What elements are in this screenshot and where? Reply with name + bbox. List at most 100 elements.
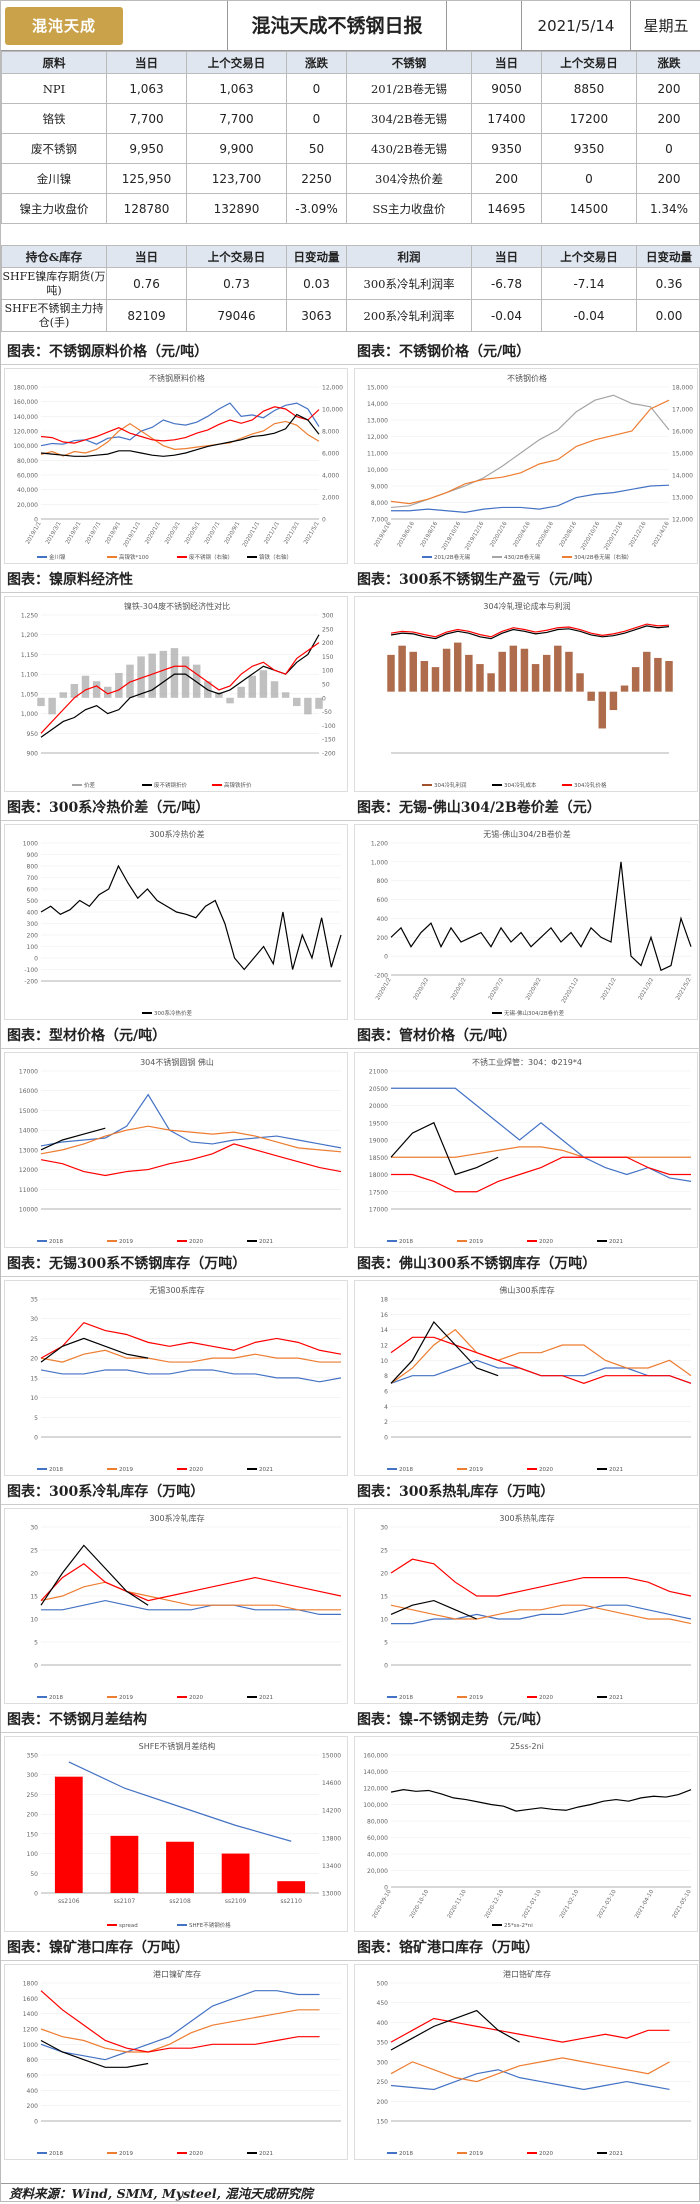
x-tick-label: ss2108 [169,1898,191,1905]
y-tick-label: 10 [380,1358,388,1365]
area-bar [587,692,594,701]
cell: -0.04 [542,300,637,332]
legend-label: 2018 [49,1467,63,1473]
chart-section-title: 图表：300系冷轧库存（万吨） [1,1479,351,1505]
y-tick-label: 10 [380,1617,388,1624]
x-tick-label: 2019/5/1 [65,521,83,545]
y-tick-label: -100 [24,967,38,974]
y-tick-label: 30 [380,1525,388,1532]
cell: 废不锈钢 [2,134,107,164]
y-tick-label: 1,000 [21,711,38,718]
x-tick-label: 2021/1/1 [263,521,281,545]
chart-section-title: 图表：铬矿港口库存（万吨） [351,1935,700,1961]
series-line [391,1790,691,1811]
area-bar [565,652,572,692]
y2-tick-label: -200 [322,751,336,758]
area-bar [610,692,617,710]
bar [315,698,322,709]
series-line [391,624,669,637]
header-cell: 上个交易日 [187,52,287,74]
series-line [41,1350,341,1362]
bar [222,1854,250,1893]
chart-section-title: 图表：300系冷热价差（元/吨） [1,795,351,821]
area-bar [454,643,461,692]
y-tick-label: 500 [27,898,39,905]
y-tick-label: 1600 [23,1996,38,2003]
cell: NPI [2,74,107,104]
x-tick-label: 2021-03-10 [597,1889,618,1920]
y-tick-label: 30 [30,1316,38,1323]
y-tick-label: 80,000 [367,1819,388,1826]
y-tick-label: 150 [377,2119,389,2126]
y-tick-label: 1,150 [21,652,38,659]
chart-section-title: 图表：型材价格（元/吨） [1,1023,351,1049]
report-header: 混沌天成 混沌天成不锈钢日报 2021/5/14 星期五 [1,1,700,51]
x-tick-label: 2021-05-10 [672,1889,693,1920]
y2-tick-label: 50 [322,682,330,689]
legend-label: 2018 [399,1695,413,1701]
y-tick-label: 14 [380,1327,388,1334]
y-tick-label: 1000 [23,841,38,848]
area-bar [510,646,517,692]
y2-tick-label: 13800 [322,1835,341,1842]
area-bar [398,646,405,692]
x-tick-label: 2021/3/2 [638,977,656,1001]
legend-label: 废不锈钢（右轴） [189,553,233,561]
series-line [69,1762,291,1841]
x-tick-label: ss2110 [280,1898,302,1905]
area-bar [665,661,672,692]
company-logo: 混沌天成 [5,7,123,45]
legend-label: 2021 [259,1467,273,1473]
y-tick-label: 1,100 [21,672,38,679]
x-tick-label: 2021/3/1 [283,521,301,545]
chart-title: 304不锈钢圆钢 佛山 [140,1057,214,1067]
legend-label: 2019 [119,1695,133,1701]
x-tick-label: 2019/1/1 [25,521,43,545]
bar [111,1836,139,1893]
area-bar [632,667,639,692]
y-tick-label: 12,000 [367,434,388,441]
x-tick-label: 2020-12-10 [484,1889,505,1920]
legend-label: 2018 [49,1239,63,1245]
x-tick-label: 2021/5/2 [675,977,693,1001]
header-cell: 当日 [107,246,187,268]
series-line [391,2018,670,2042]
x-tick-label: 2021-04-10 [634,1889,655,1920]
y-tick-label: 1,000 [371,859,388,866]
y-tick-label: 15000 [19,1108,38,1115]
y-tick-label: 18500 [369,1155,388,1162]
cell: 300系冷轧利润率 [347,268,472,300]
y-tick-label: 800 [377,878,389,885]
chart-svg: SHFE不锈钢月差结构05010015020025030035013000134… [5,1737,349,1933]
x-tick-label: ss2109 [225,1898,247,1905]
chart-title: SHFE不锈钢月差结构 [139,1741,216,1751]
legend-label: 铬铁（右轴） [259,553,292,561]
legend-label: 高镍铁折价 [224,781,252,789]
series-line [391,2070,670,2090]
legend-label: 2020 [189,1467,203,1473]
cell: 0.00 [637,300,700,332]
header-cell: 上个交易日 [542,52,637,74]
x-tick-label: 2019/11/1 [123,521,142,548]
y2-tick-label: 200 [322,640,334,647]
y-tick-label: 1,250 [21,613,38,620]
y-tick-label: 18000 [369,1172,388,1179]
cell: SHFE镍库存期货(万吨) [2,268,107,300]
series-line [41,1370,341,1382]
area-bar [643,652,650,692]
cell: SS主力收盘价 [347,194,472,224]
y-tick-label: 16 [380,1312,388,1319]
series-line [391,1601,477,1619]
y-tick-label: 200 [27,933,39,940]
area-bar [498,652,505,692]
area-bar [599,692,606,729]
cell: 201/2B卷无锡 [347,74,472,104]
x-tick-label: 2021/1/2 [600,977,618,1001]
bar [160,651,167,698]
x-tick-label: ss2107 [114,1898,136,1905]
series-line [41,1144,341,1176]
